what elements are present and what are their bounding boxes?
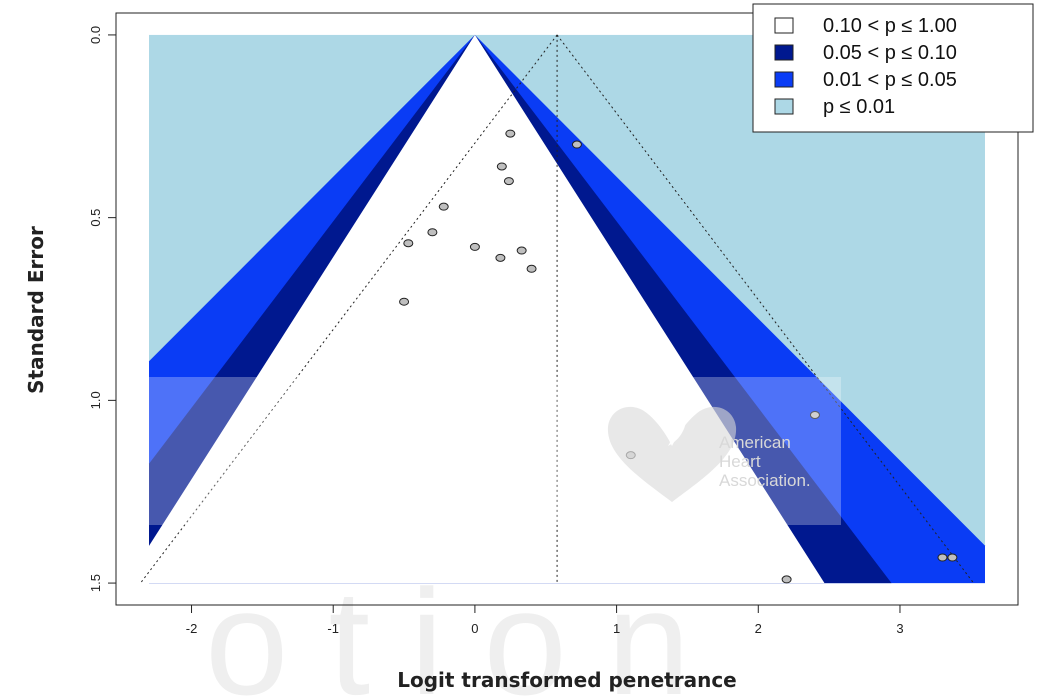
watermark-line-3: Association. [719, 471, 811, 490]
study-point-15 [809, 410, 820, 419]
heart-torch-logo [607, 380, 737, 502]
study-point-2 [403, 239, 414, 248]
legend-label-3: 0.01 < p ≤ 0.05 [823, 69, 957, 91]
study-point-16 [937, 553, 948, 562]
x-tick-label-3: 1 [613, 621, 620, 636]
study-point-3 [427, 228, 438, 237]
study-point-1 [399, 297, 410, 306]
y-tick-label-3: 1.5 [88, 574, 103, 592]
study-point-12 [571, 140, 582, 149]
legend-box [752, 3, 1034, 133]
plot-area: American Heart Association. [115, 12, 1019, 606]
x-tick-label-1: -1 [327, 621, 339, 636]
y-tick-label-2: 1.0 [88, 391, 103, 409]
watermark-line-2: Heart [719, 452, 761, 471]
study-point-11 [526, 264, 537, 273]
y-tick-label-0: 0.0 [88, 26, 103, 44]
x-tick-label-2: 0 [471, 621, 478, 636]
legend-swatch-1 [774, 17, 794, 34]
study-point-6 [495, 253, 506, 262]
study-point-9 [505, 129, 516, 138]
y-tick-label-1: 0.5 [88, 209, 103, 227]
study-point-8 [503, 177, 514, 186]
aha-watermark: American Heart Association. [138, 377, 841, 525]
study-point-10 [516, 246, 527, 255]
y-axis: 0.0 0.5 1.0 1.5 [88, 26, 117, 592]
study-point-5 [469, 242, 480, 251]
study-point-14 [781, 575, 792, 584]
legend-swatch-3 [774, 71, 794, 88]
study-point-4 [438, 202, 449, 211]
x-axis-title: Logit transformed penetrance [397, 668, 737, 692]
legend-label-4: p ≤ 0.01 [823, 96, 895, 118]
x-tick-label-0: -2 [186, 621, 198, 636]
legend-label-1: 0.10 < p ≤ 1.00 [823, 15, 957, 37]
legend-label-2: 0.05 < p ≤ 0.10 [823, 42, 957, 64]
watermark-line-1: American [719, 433, 791, 452]
x-tick-label-5: 3 [896, 621, 903, 636]
study-point-17 [947, 553, 958, 562]
legend: 0.10 < p ≤ 1.00 0.05 < p ≤ 0.10 0.01 < p ≤… [752, 3, 1034, 133]
study-point-7 [496, 162, 507, 171]
x-tick-label-4: 2 [755, 621, 762, 636]
y-axis-title: Standard Error [24, 226, 48, 394]
x-axis: -2 -1 0 1 2 3 [186, 604, 904, 636]
legend-swatch-4 [774, 98, 794, 115]
legend-swatch-2 [774, 44, 794, 61]
